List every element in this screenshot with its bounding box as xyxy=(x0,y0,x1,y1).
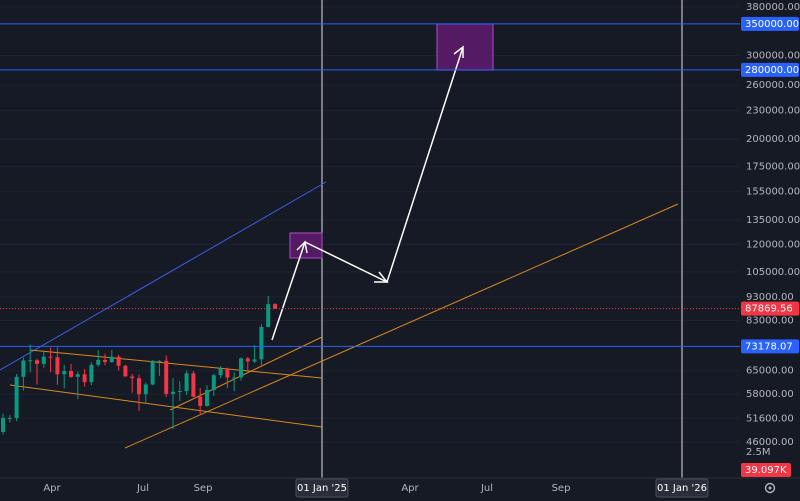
x-tick-label: Sep xyxy=(552,483,571,494)
candle-body xyxy=(245,358,250,362)
candle-body xyxy=(198,396,203,406)
candle-body xyxy=(150,360,155,385)
arrow-path xyxy=(271,46,464,341)
trend-line xyxy=(9,384,323,428)
y-tick-label: 200000.00 xyxy=(746,134,800,145)
candle-body xyxy=(130,376,135,379)
candle-body xyxy=(259,326,264,360)
y-tick-label: 93000.00 xyxy=(746,292,794,303)
candle-body xyxy=(266,304,271,327)
candle-body xyxy=(41,356,46,364)
candle-body xyxy=(7,417,12,419)
x-tick-label: Jul xyxy=(480,483,493,494)
y-tick-label: 135000.00 xyxy=(746,215,800,226)
candle-body xyxy=(55,357,60,375)
projection-arrows xyxy=(271,45,464,341)
candle-body xyxy=(21,360,26,377)
candle-body xyxy=(164,360,169,394)
price-axis xyxy=(740,0,800,478)
candle-body xyxy=(205,389,209,406)
level-label-box xyxy=(741,16,799,31)
candle-body xyxy=(143,384,148,395)
candle-body xyxy=(184,373,189,392)
x-tick-label: Apr xyxy=(401,483,419,494)
volume-scale-label: 2.5M xyxy=(746,447,771,458)
candle-body xyxy=(109,356,114,363)
last-price-box xyxy=(741,301,799,316)
candle-body xyxy=(239,358,243,378)
arrow-head xyxy=(374,271,389,283)
candle-body xyxy=(116,356,121,366)
candle-body xyxy=(89,364,94,383)
candle-body xyxy=(82,374,87,383)
candle-body xyxy=(171,391,175,394)
candle-body xyxy=(191,373,196,397)
x-tick-label: 01 Jan '26 xyxy=(657,483,707,494)
arrow-head xyxy=(453,45,464,58)
y-tick-label: 300000.00 xyxy=(746,51,800,62)
trend-line xyxy=(169,336,323,411)
candle-body xyxy=(177,391,182,393)
level-label-box xyxy=(741,62,799,77)
x-tick-box xyxy=(295,478,349,498)
y-tick-label: 155000.00 xyxy=(746,187,800,198)
candle-body xyxy=(252,359,257,362)
y-tick-label: 260000.00 xyxy=(746,80,800,91)
axes: 380000.00 300000.00 260000.00 230000.00 2000… xyxy=(43,2,800,498)
last-price-label: 87869.56 xyxy=(745,304,793,315)
x-tick-label: Sep xyxy=(194,483,213,494)
level-label-box xyxy=(741,339,799,354)
candle-body xyxy=(35,360,39,364)
y-tick-label: 105000.00 xyxy=(746,267,800,278)
gear[interactable] xyxy=(764,482,776,494)
y-tick-label: 51600.00 xyxy=(746,413,794,424)
arrow-head xyxy=(296,240,308,254)
y-tick-label: 120000.00 xyxy=(746,239,800,250)
volume-label-box xyxy=(741,463,791,477)
level-label: 350000.00 xyxy=(745,19,799,30)
y-tick-label: 46000.00 xyxy=(746,437,794,448)
x-tick-label: 01 Jan '25 xyxy=(297,483,347,494)
settings-icon[interactable] xyxy=(764,482,776,494)
candle-body xyxy=(225,368,230,378)
x-tick-label: Apr xyxy=(43,483,61,494)
candle-body xyxy=(218,368,223,376)
candle-body xyxy=(103,359,107,363)
candle-body xyxy=(48,356,53,358)
candle-body xyxy=(123,365,128,377)
gear-center[interactable] xyxy=(768,486,772,490)
candle-body xyxy=(273,304,277,309)
candle-body xyxy=(211,375,216,390)
level-label: 280000.00 xyxy=(745,65,799,76)
candle-body xyxy=(1,417,5,432)
volume-label: 39.097K xyxy=(745,465,787,476)
trend-line xyxy=(0,181,327,371)
candle-body xyxy=(62,371,67,375)
candles xyxy=(1,296,277,435)
candle-body xyxy=(28,360,33,362)
trend-line xyxy=(29,349,323,379)
target-box xyxy=(436,23,494,71)
level-label: 73178.07 xyxy=(745,341,793,352)
x-tick-box xyxy=(655,478,709,498)
candle-body xyxy=(137,378,141,395)
grid xyxy=(0,6,740,443)
y-tick-label: 83000.00 xyxy=(746,315,794,326)
y-tick-label: 58000.00 xyxy=(746,389,794,400)
candle-body xyxy=(232,377,237,379)
y-tick-label: 175000.00 xyxy=(746,162,800,173)
candle-body xyxy=(69,371,73,377)
candle-body xyxy=(14,376,19,418)
candle-body xyxy=(157,360,162,362)
candle-body xyxy=(96,359,101,365)
y-tick-label: 380000.00 xyxy=(746,2,800,13)
candle-body xyxy=(75,374,80,377)
y-tick-label: 230000.00 xyxy=(746,105,800,116)
y-tick-label: 65000.00 xyxy=(746,366,794,377)
x-tick-label: Jul xyxy=(136,483,149,494)
trend-line xyxy=(124,203,679,449)
